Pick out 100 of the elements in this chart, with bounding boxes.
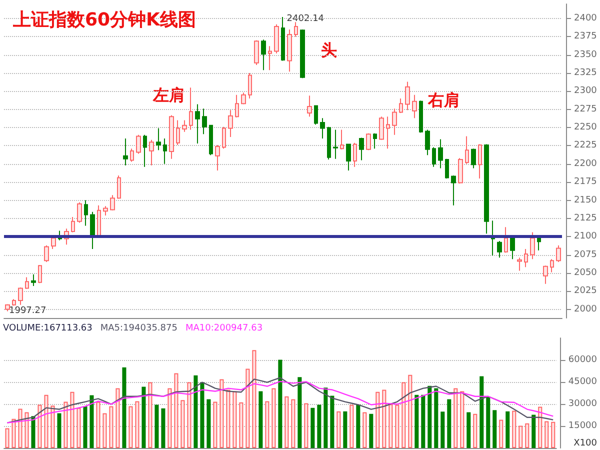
bar (109, 406, 114, 448)
candlestick (484, 144, 489, 234)
y-tick-label: 2025 (574, 286, 597, 296)
candlestick (399, 98, 403, 114)
candlestick (510, 236, 515, 260)
candlestick (110, 194, 115, 211)
candlestick (176, 120, 180, 146)
candlestick (25, 276, 29, 290)
y-tick-label: 2300 (574, 86, 598, 96)
bar (414, 394, 419, 448)
candlestick (425, 129, 430, 156)
bar (194, 375, 198, 448)
y-tick-label: 2050 (574, 268, 598, 278)
bar (64, 402, 68, 448)
candlestick (530, 232, 535, 260)
candlestick (550, 258, 554, 273)
candlestick (478, 144, 482, 179)
candlestick (320, 118, 325, 139)
candlestick (445, 158, 449, 179)
bar (180, 400, 185, 448)
candlestick (353, 142, 357, 168)
candlestick (209, 124, 213, 156)
bar (122, 367, 126, 448)
bar (278, 360, 282, 448)
bar (518, 426, 523, 448)
bar (239, 402, 244, 448)
bar (506, 411, 510, 448)
candlestick (51, 236, 56, 250)
bar (440, 412, 445, 448)
bar (466, 412, 471, 448)
y-tick-label: 45000 (568, 377, 598, 387)
bar (232, 391, 237, 448)
bar (102, 413, 107, 448)
bar (76, 408, 81, 448)
bar (18, 408, 22, 448)
candlestick (373, 132, 377, 150)
bar (70, 392, 74, 448)
candlestick (228, 110, 233, 138)
bar (317, 404, 322, 448)
y-tick-label: 2075 (574, 250, 597, 260)
bar (174, 373, 178, 448)
bar (206, 399, 211, 448)
y-tick-label: 2150 (574, 195, 598, 206)
bar (310, 408, 315, 448)
bar (336, 411, 341, 448)
candlestick (149, 139, 154, 166)
bar (5, 428, 10, 448)
candlestick (261, 39, 266, 71)
bar (324, 388, 328, 448)
candlestick (18, 286, 23, 306)
bar (434, 388, 438, 448)
candlestick (432, 146, 436, 168)
y-tick-label: 2350 (574, 50, 598, 60)
candlestick (471, 148, 476, 169)
candlestick (281, 16, 285, 62)
bar (128, 406, 133, 448)
candlestick (294, 22, 298, 38)
bar (473, 414, 478, 448)
bar (480, 376, 484, 448)
bar (532, 414, 536, 448)
bar (402, 382, 406, 448)
candlestick (366, 132, 371, 151)
candlestick (254, 40, 259, 66)
candlestick (314, 105, 318, 126)
bar (538, 406, 542, 448)
bar (330, 396, 334, 448)
bar (408, 374, 412, 448)
candlestick (359, 137, 364, 161)
text: MA5:194035.875 (100, 324, 178, 334)
candlestick (327, 126, 331, 160)
bar (96, 402, 100, 448)
bar (83, 406, 88, 448)
bar (57, 413, 62, 448)
candlestick (117, 175, 121, 200)
bar (226, 390, 230, 448)
bar (428, 386, 432, 448)
candlestick (195, 104, 200, 144)
bar (388, 404, 393, 448)
candlestick (274, 24, 279, 54)
candlestick (241, 92, 246, 105)
candlestick (12, 298, 16, 306)
annotation: 头 (321, 40, 337, 60)
bar (460, 391, 464, 448)
candlestick (392, 108, 397, 136)
y-tick-label: 2200 (574, 158, 598, 169)
y-tick-label: 2175 (574, 177, 597, 188)
candlestick (156, 128, 161, 151)
bar (395, 404, 400, 448)
bar (148, 382, 152, 448)
candlestick (235, 94, 239, 118)
candlestick (287, 28, 292, 72)
bar (512, 410, 516, 448)
candlestick (307, 95, 312, 118)
y-tick-label: 30000 (568, 399, 598, 409)
candlestick (386, 116, 390, 150)
candlestick (465, 136, 469, 164)
y-tick-label: 60000 (568, 355, 598, 365)
y-tick-label: 2250 (574, 122, 598, 133)
bar (382, 390, 386, 448)
bar (12, 418, 16, 448)
